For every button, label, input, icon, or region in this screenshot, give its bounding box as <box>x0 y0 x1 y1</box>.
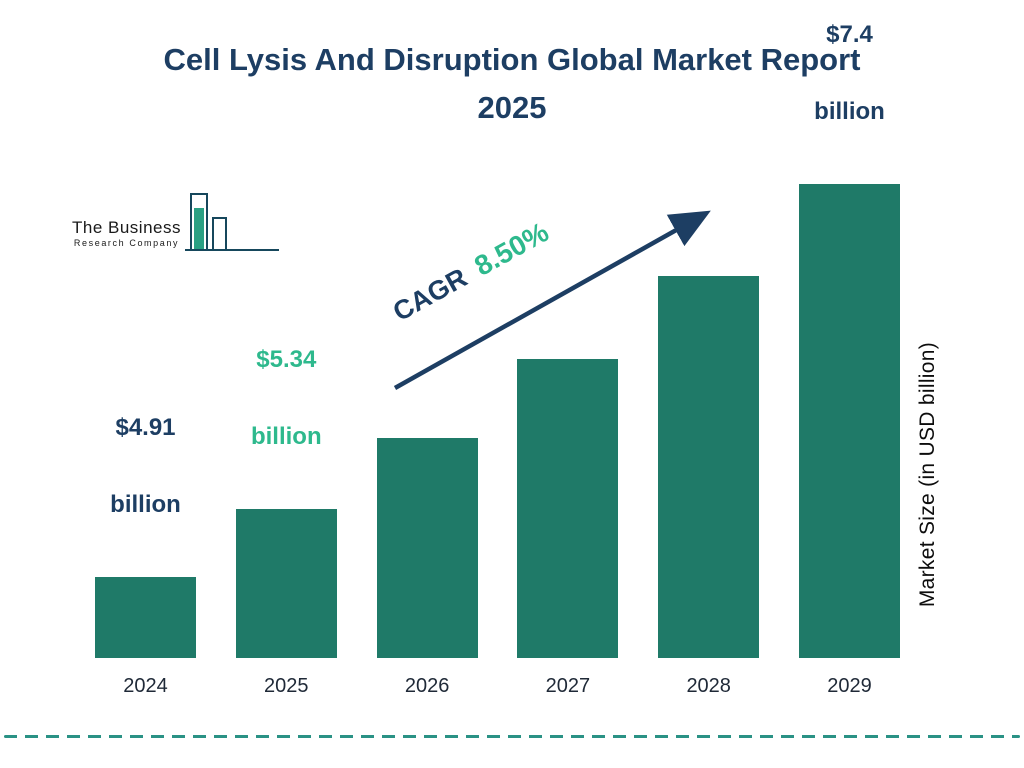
bar-2027 <box>517 359 619 658</box>
bar-col-2027: 2027 <box>517 120 619 697</box>
bottom-dashed-divider <box>4 735 1020 738</box>
bar-value-line2: billion <box>110 491 181 519</box>
bar-2028 <box>658 276 760 658</box>
bar-col-2028: 2028 <box>658 120 760 697</box>
bars-row: $4.91 billion 2024 $5.34 billion 2025 20… <box>95 21 900 697</box>
bar-chart: $4.91 billion 2024 $5.34 billion 2025 20… <box>95 21 900 697</box>
bar-2026 <box>376 438 478 658</box>
bar-value-line2: billion <box>814 98 885 126</box>
x-tick-2024: 2024 <box>123 675 168 697</box>
bar-value-line1: $7.4 <box>826 21 873 49</box>
bar-2025 <box>235 509 337 658</box>
bar-col-2026: 2026 <box>376 120 478 697</box>
bar-value-line1: $4.91 <box>115 414 176 442</box>
page-title: Cell Lysis And Disruption Global Market … <box>163 42 861 126</box>
x-tick-2025: 2025 <box>264 675 309 697</box>
x-tick-2027: 2027 <box>545 675 591 697</box>
x-tick-2028: 2028 <box>686 675 731 697</box>
bar-value-label-2029: $7.4 billion <box>759 0 939 170</box>
bar-col-2029: $7.4 billion 2029 <box>798 21 900 697</box>
logo-text-line1: The Business <box>72 218 181 237</box>
bar-col-2025: $5.34 billion 2025 <box>235 120 337 697</box>
logo-text: The Business Research Company <box>72 218 181 258</box>
bar-2024 <box>95 577 196 658</box>
logo-bars-icon <box>185 193 279 251</box>
bar-value-label-2025: $5.34 billion <box>196 303 376 495</box>
bar-value-line1: $5.34 <box>256 346 317 374</box>
bar-value-label-2024: $4.91 billion <box>56 371 236 563</box>
y-axis-label: Market Size (in USD billion) <box>916 342 939 608</box>
x-tick-2029: 2029 <box>827 675 872 697</box>
bar-value-line2: billion <box>250 423 322 451</box>
company-logo: The Business Research Company <box>72 192 281 258</box>
bar-2029 <box>798 184 900 658</box>
x-tick-2026: 2026 <box>404 675 450 697</box>
bar-col-2024: $4.91 billion 2024 <box>95 120 196 697</box>
logo-text-line2: Research Company <box>73 238 180 248</box>
